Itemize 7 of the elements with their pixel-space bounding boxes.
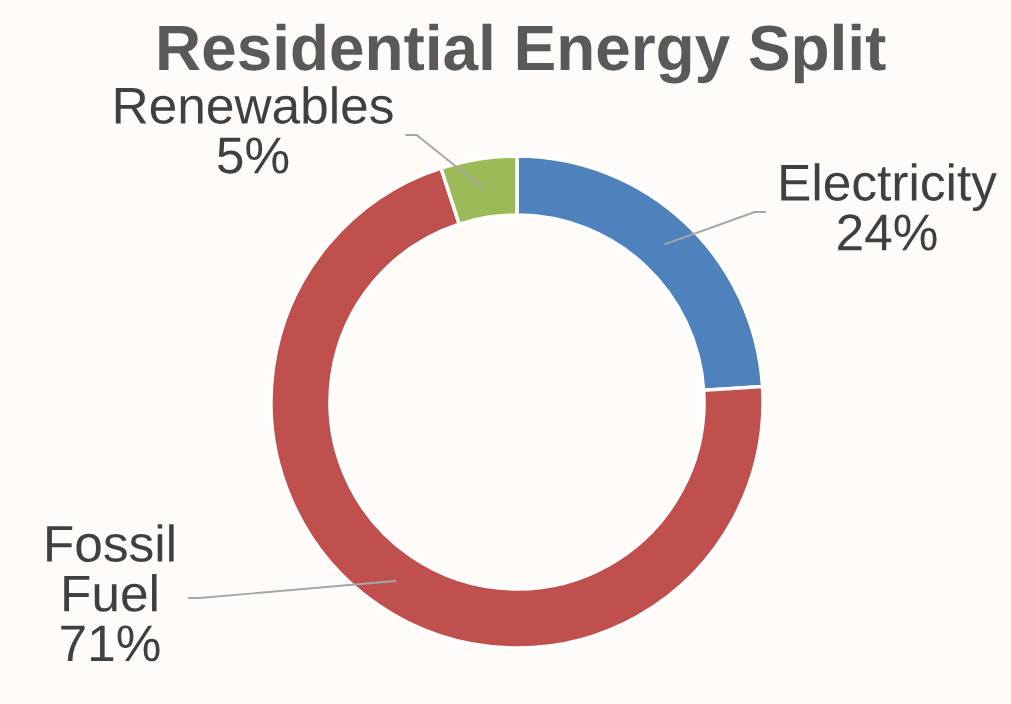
slice-label: Electricity xyxy=(781,163,997,212)
data-label: 5% xyxy=(217,137,289,174)
data-label: 71% xyxy=(61,625,160,662)
chart-title: Residential Energy Split xyxy=(159,23,886,84)
slice-label: Fossil Fuel xyxy=(47,524,174,612)
data-label: 24% xyxy=(838,214,937,251)
slice-label: Renewables xyxy=(115,86,393,124)
